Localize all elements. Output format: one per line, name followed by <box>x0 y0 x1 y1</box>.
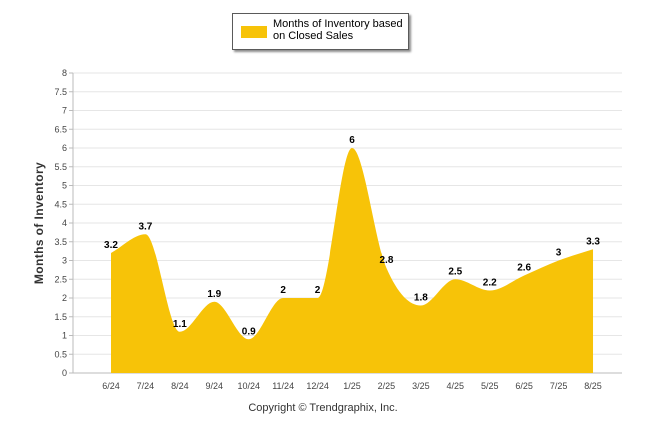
data-label: 2.6 <box>517 263 531 274</box>
data-label: 0.9 <box>242 326 256 337</box>
data-label: 1.8 <box>414 293 428 304</box>
data-label: 1.9 <box>207 289 221 300</box>
y-tick-label: 3.5 <box>54 237 67 247</box>
y-tick-label: 6.5 <box>54 124 67 134</box>
x-tick-label: 8/24 <box>171 381 189 391</box>
data-label: 3.3 <box>586 236 600 247</box>
x-tick-label: 7/24 <box>137 381 155 391</box>
data-label: 3.7 <box>138 221 152 232</box>
x-tick-label: 12/24 <box>306 381 329 391</box>
copyright-text: Copyright © Trendgraphix, Inc. <box>248 402 398 414</box>
data-label: 2 <box>280 285 286 296</box>
data-label: 6 <box>349 135 355 146</box>
x-tick-label: 10/24 <box>237 381 260 391</box>
y-tick-label: 2.5 <box>54 274 67 284</box>
y-tick-label: 5.5 <box>54 162 67 172</box>
data-label: 2.5 <box>448 266 462 277</box>
legend: Months of Inventory based on Closed Sale… <box>232 13 409 50</box>
data-label: 2.2 <box>483 278 497 289</box>
y-tick-label: 4 <box>62 218 67 228</box>
y-tick-label: 0 <box>62 368 67 378</box>
x-tick-label: 4/25 <box>447 381 465 391</box>
y-tick-label: 1.5 <box>54 312 67 322</box>
x-tick-label: 9/24 <box>206 381 224 391</box>
x-tick-label: 7/25 <box>550 381 568 391</box>
y-tick-label: 7.5 <box>54 87 67 97</box>
x-tick-label: 2/25 <box>378 381 396 391</box>
y-tick-label: 6 <box>62 143 67 153</box>
y-tick-label: 1 <box>62 331 67 341</box>
y-axis-label: Months of Inventory <box>32 161 46 285</box>
y-tick-label: 4.5 <box>54 199 67 209</box>
data-label: 3 <box>556 248 562 259</box>
y-tick-label: 3 <box>62 256 67 266</box>
y-tick-label: 8 <box>62 68 67 78</box>
data-label: 2.8 <box>379 255 393 266</box>
x-tick-label: 1/25 <box>343 381 361 391</box>
series-area <box>111 148 594 373</box>
x-tick-label: 6/24 <box>102 381 120 391</box>
x-tick-label: 11/24 <box>272 381 294 391</box>
x-tick-label: 5/25 <box>481 381 499 391</box>
y-tick-label: 5 <box>62 181 67 191</box>
data-label: 2 <box>315 285 321 296</box>
x-tick-label: 3/25 <box>412 381 430 391</box>
legend-swatch <box>241 26 267 38</box>
x-tick-label: 6/25 <box>515 381 533 391</box>
y-tick-label: 2 <box>62 293 67 303</box>
data-labels: 3.2 3.7 1.1 1.9 0.9 2 2 6 2.8 1.8 2.5 2.2 2.6 3 3.3 <box>104 135 600 337</box>
y-axis-ticks: 0 0.5 1 1.5 2 2.5 3 3.5 4 4.5 5 5.5 6 6.5 7 7.5 8 <box>54 68 67 378</box>
x-axis-ticks: 6/24 7/24 8/24 9/24 10/24 11/24 12/24 1/25 2/25 3… <box>102 381 602 391</box>
data-label: 1.1 <box>173 319 187 330</box>
data-label: 3.2 <box>104 240 118 251</box>
y-tick-label: 0.5 <box>54 349 67 359</box>
y-tick-label: 7 <box>62 106 67 116</box>
x-tick-label: 8/25 <box>584 381 602 391</box>
legend-label: Months of Inventory based on Closed Sale… <box>273 18 403 42</box>
